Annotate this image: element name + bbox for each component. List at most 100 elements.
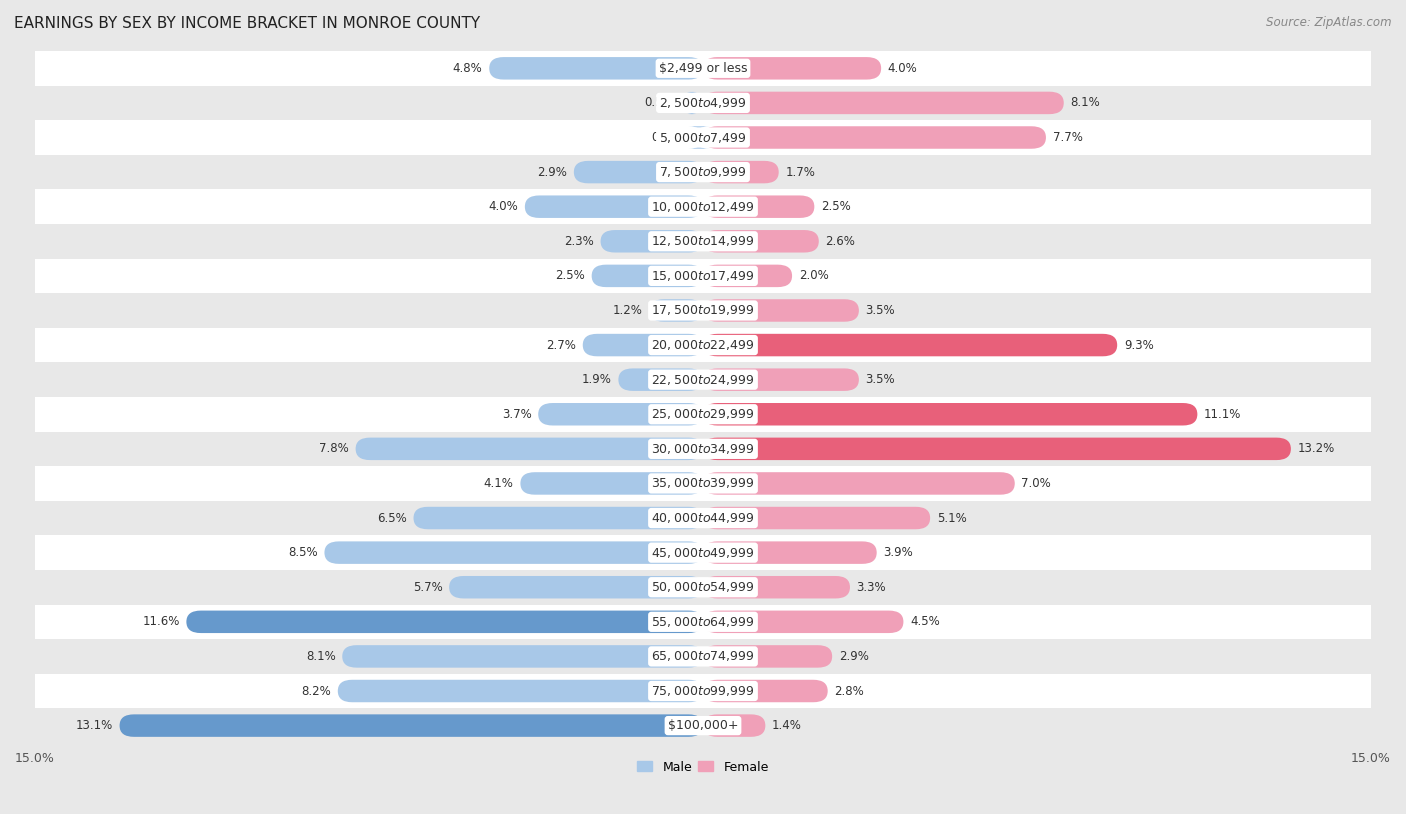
Bar [35, 259, 1371, 293]
Text: 7.0%: 7.0% [1021, 477, 1052, 490]
FancyBboxPatch shape [703, 610, 904, 633]
Bar [35, 328, 1371, 362]
FancyBboxPatch shape [703, 680, 828, 702]
FancyBboxPatch shape [120, 715, 703, 737]
Text: $55,000 to $64,999: $55,000 to $64,999 [651, 615, 755, 629]
Text: $15,000 to $17,499: $15,000 to $17,499 [651, 269, 755, 283]
FancyBboxPatch shape [520, 472, 703, 495]
Text: $50,000 to $54,999: $50,000 to $54,999 [651, 580, 755, 594]
Text: 0.5%: 0.5% [644, 96, 673, 109]
Bar [35, 536, 1371, 570]
Text: 5.7%: 5.7% [413, 580, 443, 593]
FancyBboxPatch shape [703, 57, 882, 80]
Text: 8.1%: 8.1% [307, 650, 336, 663]
Text: 4.0%: 4.0% [488, 200, 519, 213]
Text: 2.0%: 2.0% [799, 269, 828, 282]
Bar [35, 293, 1371, 328]
FancyBboxPatch shape [703, 300, 859, 322]
Text: 2.5%: 2.5% [821, 200, 851, 213]
Text: 11.6%: 11.6% [142, 615, 180, 628]
Text: $35,000 to $39,999: $35,000 to $39,999 [651, 476, 755, 491]
Text: $17,500 to $19,999: $17,500 to $19,999 [651, 304, 755, 317]
FancyBboxPatch shape [650, 300, 703, 322]
FancyBboxPatch shape [449, 576, 703, 598]
Text: 1.2%: 1.2% [613, 304, 643, 317]
Text: 6.5%: 6.5% [377, 511, 406, 524]
Text: 4.0%: 4.0% [887, 62, 918, 75]
Text: 2.5%: 2.5% [555, 269, 585, 282]
FancyBboxPatch shape [592, 265, 703, 287]
Legend: Male, Female: Male, Female [633, 755, 773, 778]
Text: Source: ZipAtlas.com: Source: ZipAtlas.com [1267, 16, 1392, 29]
Bar [35, 431, 1371, 466]
Bar [35, 85, 1371, 120]
Text: 5.1%: 5.1% [936, 511, 966, 524]
FancyBboxPatch shape [703, 195, 814, 218]
FancyBboxPatch shape [703, 403, 1198, 426]
FancyBboxPatch shape [703, 334, 1118, 357]
Bar [35, 224, 1371, 259]
Text: 3.3%: 3.3% [856, 580, 886, 593]
Bar [35, 639, 1371, 674]
Bar [35, 570, 1371, 605]
FancyBboxPatch shape [413, 507, 703, 529]
FancyBboxPatch shape [689, 126, 710, 149]
FancyBboxPatch shape [538, 403, 703, 426]
FancyBboxPatch shape [337, 680, 703, 702]
FancyBboxPatch shape [703, 438, 1291, 460]
Text: $2,499 or less: $2,499 or less [659, 62, 747, 75]
Text: $12,500 to $14,999: $12,500 to $14,999 [651, 234, 755, 248]
Text: 11.1%: 11.1% [1204, 408, 1241, 421]
FancyBboxPatch shape [703, 715, 765, 737]
Text: 1.4%: 1.4% [772, 719, 801, 732]
Text: $7,500 to $9,999: $7,500 to $9,999 [659, 165, 747, 179]
Text: $45,000 to $49,999: $45,000 to $49,999 [651, 545, 755, 560]
Text: 2.6%: 2.6% [825, 234, 855, 247]
Text: $10,000 to $12,499: $10,000 to $12,499 [651, 199, 755, 214]
FancyBboxPatch shape [703, 126, 1046, 149]
Text: 4.5%: 4.5% [910, 615, 939, 628]
Text: 8.1%: 8.1% [1070, 96, 1099, 109]
FancyBboxPatch shape [524, 195, 703, 218]
Text: $40,000 to $44,999: $40,000 to $44,999 [651, 511, 755, 525]
FancyBboxPatch shape [703, 92, 1064, 114]
Bar [35, 605, 1371, 639]
FancyBboxPatch shape [582, 334, 703, 357]
FancyBboxPatch shape [703, 576, 851, 598]
FancyBboxPatch shape [703, 541, 877, 564]
FancyBboxPatch shape [342, 646, 703, 667]
Bar [35, 466, 1371, 501]
Text: $22,500 to $24,999: $22,500 to $24,999 [651, 373, 755, 387]
Text: 13.1%: 13.1% [76, 719, 112, 732]
Bar [35, 190, 1371, 224]
Bar [35, 155, 1371, 190]
Text: 1.9%: 1.9% [582, 373, 612, 386]
Text: 3.9%: 3.9% [883, 546, 912, 559]
Text: 3.5%: 3.5% [866, 373, 896, 386]
Text: $100,000+: $100,000+ [668, 719, 738, 732]
FancyBboxPatch shape [619, 369, 703, 391]
Text: 8.5%: 8.5% [288, 546, 318, 559]
Text: 0.18%: 0.18% [651, 131, 689, 144]
Text: $2,500 to $4,999: $2,500 to $4,999 [659, 96, 747, 110]
Text: 3.7%: 3.7% [502, 408, 531, 421]
FancyBboxPatch shape [681, 92, 703, 114]
Text: 2.9%: 2.9% [537, 165, 567, 178]
Text: 1.7%: 1.7% [786, 165, 815, 178]
Bar [35, 120, 1371, 155]
FancyBboxPatch shape [600, 230, 703, 252]
FancyBboxPatch shape [325, 541, 703, 564]
Text: 3.5%: 3.5% [866, 304, 896, 317]
Text: 9.3%: 9.3% [1123, 339, 1154, 352]
Text: 2.3%: 2.3% [564, 234, 593, 247]
Text: $30,000 to $34,999: $30,000 to $34,999 [651, 442, 755, 456]
Text: $5,000 to $7,499: $5,000 to $7,499 [659, 130, 747, 145]
Text: EARNINGS BY SEX BY INCOME BRACKET IN MONROE COUNTY: EARNINGS BY SEX BY INCOME BRACKET IN MON… [14, 16, 481, 31]
Text: 4.8%: 4.8% [453, 62, 482, 75]
Text: $75,000 to $99,999: $75,000 to $99,999 [651, 684, 755, 698]
Text: $20,000 to $22,499: $20,000 to $22,499 [651, 338, 755, 352]
Text: 2.8%: 2.8% [834, 685, 865, 698]
FancyBboxPatch shape [703, 230, 818, 252]
FancyBboxPatch shape [574, 161, 703, 183]
Text: 7.8%: 7.8% [319, 442, 349, 455]
